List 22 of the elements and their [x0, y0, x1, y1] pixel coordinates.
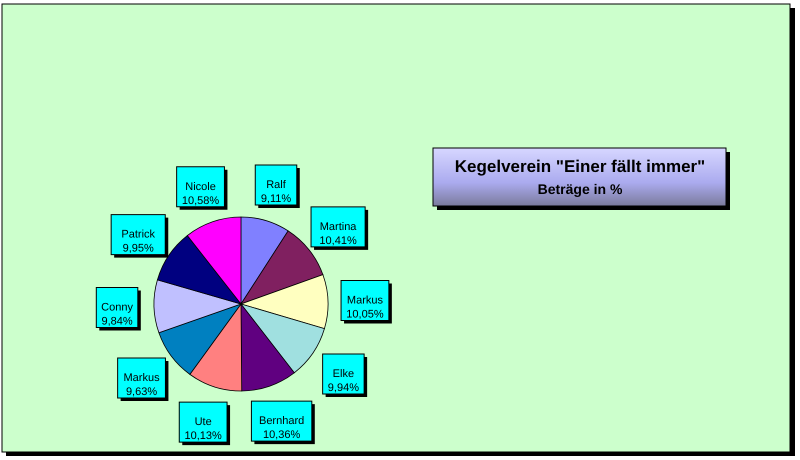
slice-label: Ute	[194, 416, 212, 428]
text: Beträge in %	[538, 181, 623, 197]
slice-label: Markus	[124, 372, 160, 384]
slice-label: Patrick	[121, 228, 156, 241]
slice-label: Elke	[332, 368, 354, 380]
data-label: 9,63%	[126, 386, 158, 398]
data-label: 9,84%	[101, 316, 133, 328]
text: Kegelverein "Einer fällt immer"	[454, 157, 706, 176]
data-label: 10,13%	[184, 430, 222, 442]
slice-label: Markus	[346, 294, 384, 306]
data-label: 9,94%	[328, 382, 360, 394]
slice-label: Martina	[320, 220, 358, 233]
data-label: 10,36%	[262, 429, 300, 442]
slice-label: Conny	[101, 302, 134, 314]
slice-label: Nicole	[185, 180, 216, 193]
data-label: 9,11%	[260, 193, 292, 206]
data-label: 10,05%	[346, 308, 384, 320]
data-label: 9,95%	[122, 242, 154, 255]
slice-label: Bernhard	[258, 415, 304, 428]
slice-label: Ralf	[266, 179, 287, 192]
data-label: 10,41%	[319, 234, 357, 247]
data-label: 10,58%	[182, 194, 220, 207]
